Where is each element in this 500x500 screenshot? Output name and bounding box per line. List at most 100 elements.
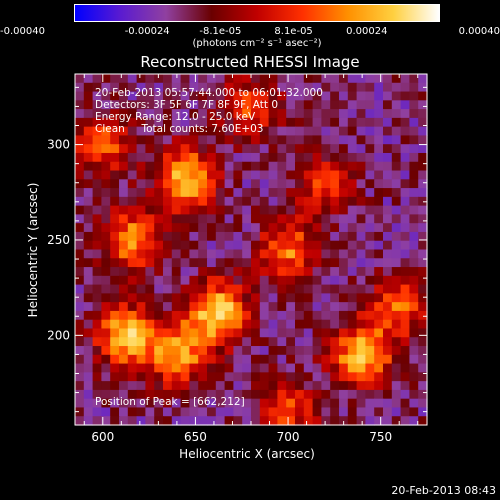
heatmap-cell <box>242 267 252 277</box>
heatmap-cell <box>330 179 340 189</box>
heatmap-cell <box>171 372 182 382</box>
heatmap-cell <box>277 363 287 373</box>
heatmap-cell <box>321 275 331 286</box>
heatmap-cell <box>339 74 349 84</box>
heatmap-cell <box>242 231 252 242</box>
heatmap-cell <box>259 310 270 321</box>
heatmap-cell <box>356 214 366 224</box>
heatmap-cell <box>259 188 270 198</box>
heatmap-cell <box>251 398 261 409</box>
heatmap-cell <box>101 144 111 154</box>
heatmap-cell <box>145 302 155 312</box>
heatmap-cell <box>268 302 278 312</box>
heatmap-cell <box>383 126 393 137</box>
heatmap-cell <box>92 328 102 338</box>
heatmap-cell <box>251 354 261 365</box>
heatmap-cell <box>198 249 208 259</box>
heatmap-cell <box>83 240 94 251</box>
heatmap-cell <box>312 249 322 259</box>
heatmap-cell <box>233 416 243 426</box>
heatmap-cell <box>242 74 252 84</box>
heatmap-cell <box>251 152 261 163</box>
heatmap-cell <box>330 126 340 137</box>
heatmap-cell <box>251 258 261 268</box>
heatmap-cell <box>251 170 261 180</box>
x-axis-label: Heliocentric X (arcsec) <box>179 447 315 461</box>
heatmap-cell <box>163 258 173 268</box>
heatmap-cell <box>339 310 349 321</box>
heatmap-cell <box>374 188 384 198</box>
heatmap-cell <box>215 152 226 163</box>
heatmap-cell <box>347 82 358 93</box>
heatmap-cell <box>207 389 217 400</box>
heatmap-cell <box>233 284 243 294</box>
heatmap-cell <box>330 240 340 251</box>
heatmap-cell <box>189 240 199 251</box>
heatmap-cell <box>136 144 146 154</box>
heatmap-cell <box>391 152 402 163</box>
heatmap-cell <box>347 284 358 294</box>
heatmap-cell <box>171 214 182 224</box>
heatmap-cell <box>198 354 208 365</box>
heatmap-cell <box>75 179 85 189</box>
heatmap-cell <box>189 100 199 110</box>
heatmap-cell <box>110 267 120 277</box>
heatmap-cell <box>356 82 366 93</box>
heatmap-cell <box>303 231 314 242</box>
heatmap-cell <box>251 135 261 145</box>
heatmap-cell <box>418 223 428 233</box>
heatmap-cell <box>391 328 402 338</box>
heatmap-cell <box>365 302 375 312</box>
heatmap-cell <box>163 284 173 294</box>
heatmap-cell <box>171 354 182 365</box>
heatmap-cell <box>268 117 278 128</box>
heatmap-cell <box>83 205 94 216</box>
heatmap-cell <box>154 381 164 391</box>
heatmap-cell <box>110 372 120 382</box>
heatmap-cell <box>339 82 349 93</box>
heatmap-cell <box>233 302 243 312</box>
heatmap-cell <box>259 363 270 373</box>
heatmap-cell <box>277 223 287 233</box>
heatmap-cell <box>154 196 164 207</box>
heatmap-cell <box>365 117 375 128</box>
heatmap-cell <box>383 117 393 128</box>
heatmap-cell <box>83 135 94 145</box>
heatmap-cell <box>356 389 366 400</box>
heatmap-cell <box>400 389 410 400</box>
heatmap-cell <box>163 398 173 409</box>
heatmap-cell <box>92 302 102 312</box>
heatmap-cell <box>391 416 402 426</box>
heatmap-cell <box>189 381 199 391</box>
heatmap-cell <box>180 214 190 224</box>
heatmap-cell <box>145 214 155 224</box>
heatmap-cell <box>163 389 173 400</box>
heatmap-cell <box>119 82 129 93</box>
heatmap-cell <box>259 302 270 312</box>
heatmap-cell <box>189 284 199 294</box>
heatmap-cell <box>119 100 129 110</box>
heatmap-cell <box>356 363 366 373</box>
heatmap-cell <box>145 144 155 154</box>
heatmap-cell <box>251 310 261 321</box>
heatmap-cell <box>92 223 102 233</box>
heatmap-cell <box>418 109 428 119</box>
heatmap-cell <box>75 91 85 101</box>
heatmap-cell <box>242 196 252 207</box>
heatmap-cell <box>180 196 190 207</box>
heatmap-cell <box>75 328 85 338</box>
heatmap-cell <box>286 126 296 137</box>
heatmap-cell <box>383 179 393 189</box>
heatmap-cell <box>251 117 261 128</box>
heatmap-cell <box>92 398 102 409</box>
heatmap-cell <box>312 354 322 365</box>
chart-title: Reconstructed RHESSI Image <box>140 53 360 71</box>
heatmap-cell <box>163 310 173 321</box>
heatmap-cell <box>163 249 173 259</box>
heatmap-cell <box>233 249 243 259</box>
heatmap-cell <box>251 372 261 382</box>
heatmap-cell <box>303 284 314 294</box>
heatmap-cell <box>180 337 190 347</box>
heatmap-cell <box>356 135 366 145</box>
heatmap-cell <box>136 126 146 137</box>
